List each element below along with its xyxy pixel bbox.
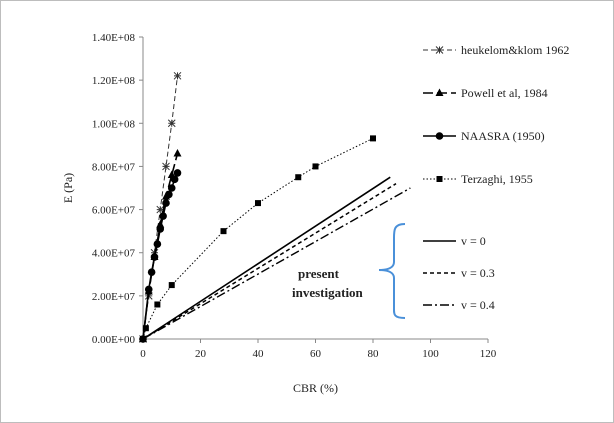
y-tick-label: 8.00E+07	[92, 161, 136, 173]
y-axis-label: E (Pa)	[61, 173, 75, 203]
legend-powell-et-al-1984: Powell et al, 1984	[423, 86, 548, 100]
legend-terzaghi-1955: Terzaghi, 1955	[423, 172, 533, 186]
series-v-0-4-line	[142, 187, 411, 340]
series-terzaghi-1955-marker	[168, 282, 175, 289]
series-terzaghi-1955-marker	[154, 301, 161, 308]
legend-terzaghi-1955-marker	[436, 176, 443, 182]
legend-v-0: v = 0	[423, 234, 486, 248]
series-naasra-1950-marker	[156, 225, 165, 233]
legend-powell-et-al-1984-label: Powell et al, 1984	[461, 86, 548, 100]
series-naasra-1950-marker	[153, 240, 162, 248]
legend-v-0-3-label: v = 0.3	[461, 266, 495, 280]
series-terzaghi-1955-marker	[370, 135, 376, 142]
x-tick-label: 0	[140, 348, 146, 360]
series-terzaghi-1955-line	[142, 137, 374, 340]
x-tick-label: 120	[480, 348, 497, 360]
series-v-0	[142, 176, 391, 340]
series-powell-et-al-1984-marker	[173, 148, 182, 157]
y-tick-label: 1.40E+08	[92, 32, 136, 44]
legend-heukelom-klom-1962-marker	[435, 46, 444, 54]
series-naasra-1950-marker	[147, 268, 156, 276]
legend-terzaghi-1955-label: Terzaghi, 1955	[461, 172, 533, 186]
legend-heukelom-klom-1962-label: heukelom&klom 1962	[461, 43, 569, 57]
y-axis-ticks: 0.00E+00 2.00E+07 4.00E+07 6.00E+07 8.00E+07…	[92, 32, 143, 346]
series-naasra-1950-marker	[165, 190, 173, 199]
series-naasra-1950-marker	[144, 285, 153, 294]
series-naasra-1950-marker	[162, 199, 170, 207]
legend: heukelom&klom 1962 Powell et al, 1984 NAAS…	[423, 43, 569, 312]
x-axis-label: CBR (%)	[293, 381, 338, 395]
present-investigation-brace	[378, 223, 406, 319]
series-heukelom-klom-1962-marker	[167, 119, 176, 128]
x-tick-label: 40	[253, 348, 265, 360]
legend-v-0-4-label: v = 0.4	[461, 298, 495, 312]
x-tick-label: 100	[422, 348, 439, 360]
legend-v-0-3: v = 0.3	[423, 266, 495, 280]
series-naasra-1950-marker	[173, 169, 182, 177]
y-tick-label: 1.00E+08	[92, 118, 136, 130]
series-v-0-4	[142, 187, 411, 340]
y-tick-label: 0.00E+00	[92, 334, 136, 346]
series-heukelom-klom-1962-marker	[156, 205, 165, 214]
annotation-line-1: present	[298, 266, 340, 281]
series-terzaghi-1955-marker	[255, 200, 261, 207]
series-naasra-1950-marker	[150, 253, 159, 261]
series-heukelom-klom-1962-marker	[173, 71, 182, 80]
series-naasra-1950-marker	[170, 175, 179, 184]
legend-powell-et-al-1984-marker	[435, 88, 444, 96]
legend-naasra-1950-marker	[435, 132, 444, 140]
series-v-0-3	[142, 183, 397, 340]
legend-naasra-1950-label: NAASRA (1950)	[461, 129, 545, 143]
x-tick-label: 80	[368, 348, 380, 360]
series-v-0-3-line	[142, 183, 397, 340]
y-tick-label: 6.00E+07	[92, 205, 136, 217]
series-heukelom-klom-1962-marker	[162, 162, 170, 171]
legend-v-0-label: v = 0	[461, 234, 486, 248]
series-naasra-1950-marker	[159, 212, 167, 220]
legend-heukelom-klom-1962: heukelom&klom 1962	[423, 43, 569, 57]
y-tick-label: 4.00E+07	[92, 248, 136, 260]
annotation-line-2: investigation	[292, 285, 364, 300]
x-tick-label: 20	[195, 348, 207, 360]
legend-v-0-4: v = 0.4	[423, 298, 495, 312]
series-terzaghi-1955-marker	[142, 325, 149, 332]
series-naasra-1950	[139, 169, 182, 343]
series-terzaghi-1955-marker	[295, 174, 302, 181]
x-axis-ticks: 0 20 40 60 80 100 120	[140, 339, 497, 360]
x-tick-label: 60	[310, 348, 322, 360]
y-tick-label: 2.00E+07	[92, 291, 136, 303]
series-terzaghi-1955-marker	[220, 228, 227, 235]
series-layer	[139, 71, 411, 343]
series-v-0-line	[142, 176, 391, 340]
series-naasra-1950-marker	[167, 184, 176, 192]
y-tick-label: 1.20E+08	[92, 75, 136, 87]
legend-naasra-1950: NAASRA (1950)	[423, 129, 545, 143]
series-terzaghi-1955-marker	[312, 163, 319, 170]
